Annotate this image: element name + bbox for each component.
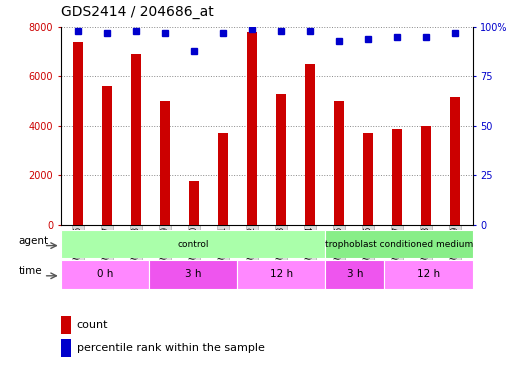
Bar — [61, 339, 71, 357]
Text: GDS2414 / 204686_at: GDS2414 / 204686_at — [61, 5, 213, 19]
Bar — [325, 230, 473, 258]
Bar — [218, 133, 228, 225]
Bar — [276, 94, 286, 225]
Bar — [189, 181, 199, 225]
Text: control: control — [177, 240, 209, 249]
Bar — [160, 101, 170, 225]
Bar — [450, 97, 460, 225]
Bar — [149, 260, 237, 289]
Text: 3 h: 3 h — [185, 269, 201, 280]
Text: 3 h: 3 h — [347, 269, 363, 280]
Text: agent: agent — [18, 237, 49, 247]
Bar — [237, 260, 325, 289]
Bar — [73, 42, 83, 225]
Bar — [325, 260, 384, 289]
Bar — [363, 133, 373, 225]
Bar — [384, 260, 473, 289]
Text: trophoblast conditioned medium: trophoblast conditioned medium — [325, 240, 473, 249]
Bar — [392, 129, 402, 225]
Text: 0 h: 0 h — [97, 269, 113, 280]
Text: 12 h: 12 h — [417, 269, 440, 280]
Text: time: time — [18, 266, 42, 276]
Bar — [61, 316, 71, 333]
Bar — [421, 126, 431, 225]
Bar — [305, 64, 315, 225]
Text: 12 h: 12 h — [270, 269, 293, 280]
Bar — [334, 101, 344, 225]
Bar — [247, 32, 257, 225]
Bar — [61, 260, 149, 289]
Bar — [131, 54, 141, 225]
Bar — [61, 230, 325, 258]
Bar — [102, 86, 112, 225]
Text: count: count — [77, 320, 108, 330]
Text: percentile rank within the sample: percentile rank within the sample — [77, 343, 265, 354]
